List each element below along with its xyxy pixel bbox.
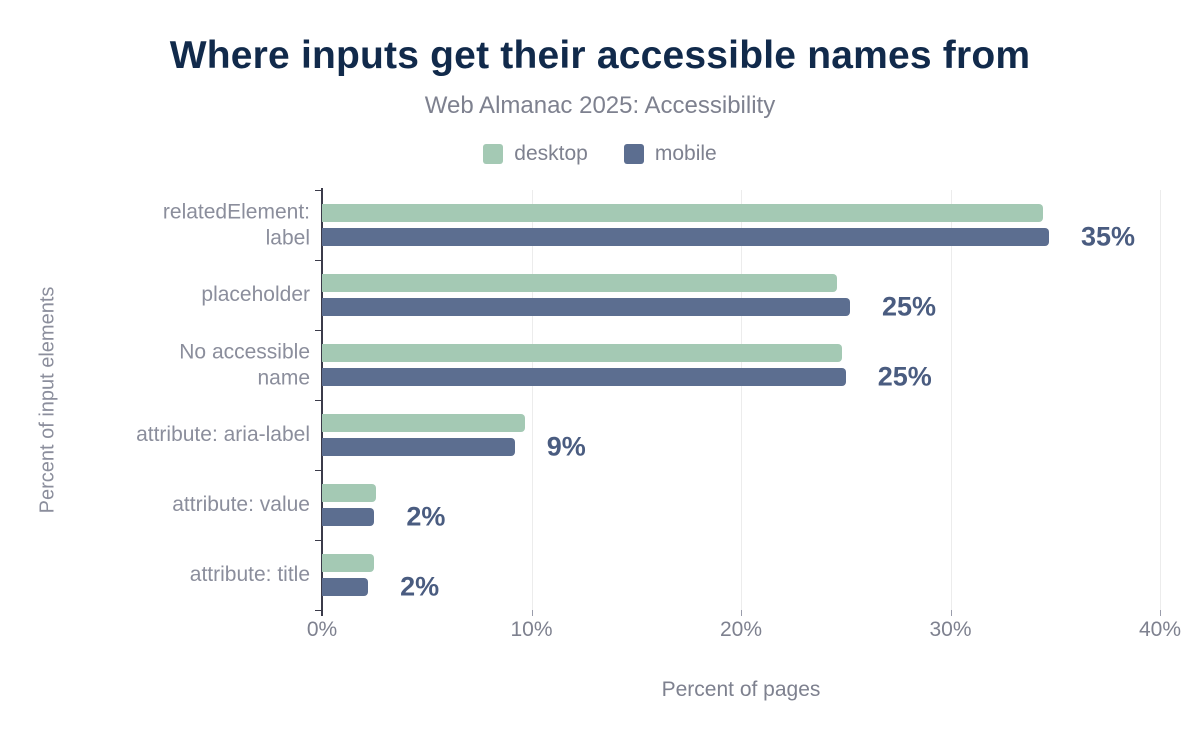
legend-swatch-desktop xyxy=(483,144,504,164)
x-tick-label-40: 40% xyxy=(1138,618,1182,641)
x-tick-label-20: 20% xyxy=(719,618,763,641)
chart-subtitle: Web Almanac 2025: Accessibility xyxy=(424,92,776,119)
bar-desktop-2 xyxy=(322,344,842,362)
legend-label-desktop: desktop xyxy=(514,142,588,165)
category-label-0: relatedElement: label xyxy=(162,200,310,249)
bar-mobile-2 xyxy=(322,368,846,386)
x-tick-label-10: 10% xyxy=(510,618,553,641)
bar-desktop-3 xyxy=(322,414,526,432)
y-axis-line xyxy=(321,188,323,616)
legend: desktop mobile xyxy=(0,142,1200,166)
gridline-10 xyxy=(531,190,533,610)
legend-swatch-mobile xyxy=(623,144,644,164)
value-label-5: 2% xyxy=(400,571,440,602)
y-tick-mark-0 xyxy=(315,190,321,191)
y-tick-mark-3 xyxy=(315,400,321,401)
category-label-2: No accessible name xyxy=(179,340,310,389)
y-tick-mark-4 xyxy=(315,470,321,471)
legend-label-mobile: mobile xyxy=(654,142,717,165)
value-label-1: 25% xyxy=(881,291,936,322)
value-label-3: 9% xyxy=(546,431,586,462)
category-label-3: attribute: aria-label xyxy=(136,423,310,447)
x-tick-label-0: 0% xyxy=(306,618,338,641)
y-tick-mark-5 xyxy=(315,540,321,541)
y-tick-mark-2 xyxy=(315,330,321,331)
gridline-40 xyxy=(1160,190,1161,610)
x-tick-mark-40 xyxy=(1160,610,1161,616)
gridline-30 xyxy=(950,190,952,610)
y-axis-title: Percent of input elements xyxy=(36,286,59,514)
bar-desktop-5 xyxy=(322,554,375,572)
bar-mobile-3 xyxy=(322,438,515,456)
x-tick-label-30: 30% xyxy=(929,618,972,641)
bar-mobile-0 xyxy=(322,228,1049,246)
value-label-0: 35% xyxy=(1080,221,1135,252)
x-tick-mark-10 xyxy=(531,610,533,616)
bar-desktop-1 xyxy=(322,274,838,292)
bar-mobile-4 xyxy=(322,508,375,526)
x-tick-mark-30 xyxy=(950,610,952,616)
bar-mobile-1 xyxy=(322,298,850,316)
value-label-4: 2% xyxy=(406,501,446,532)
bar-desktop-0 xyxy=(322,204,1043,222)
bar-mobile-5 xyxy=(322,578,369,596)
gridline-20 xyxy=(741,190,742,610)
category-label-4: attribute: value xyxy=(172,493,310,517)
chart-title: Where inputs get their accessible names … xyxy=(169,34,1031,77)
value-label-2: 25% xyxy=(877,361,932,392)
x-axis-title: Percent of pages xyxy=(661,678,821,701)
legend-item-desktop: desktop xyxy=(483,142,588,166)
category-label-5: attribute: title xyxy=(189,563,310,587)
plot-area: 0% 10% 20% 30% 40% relatedElement: label 35% pl… xyxy=(136,188,1181,641)
y-tick-mark-6 xyxy=(315,610,321,611)
legend-item-mobile: mobile xyxy=(623,142,717,166)
bar-desktop-4 xyxy=(322,484,377,502)
category-label-1: placeholder xyxy=(201,283,310,307)
y-tick-mark-1 xyxy=(315,260,321,261)
x-tick-mark-20 xyxy=(741,610,742,616)
